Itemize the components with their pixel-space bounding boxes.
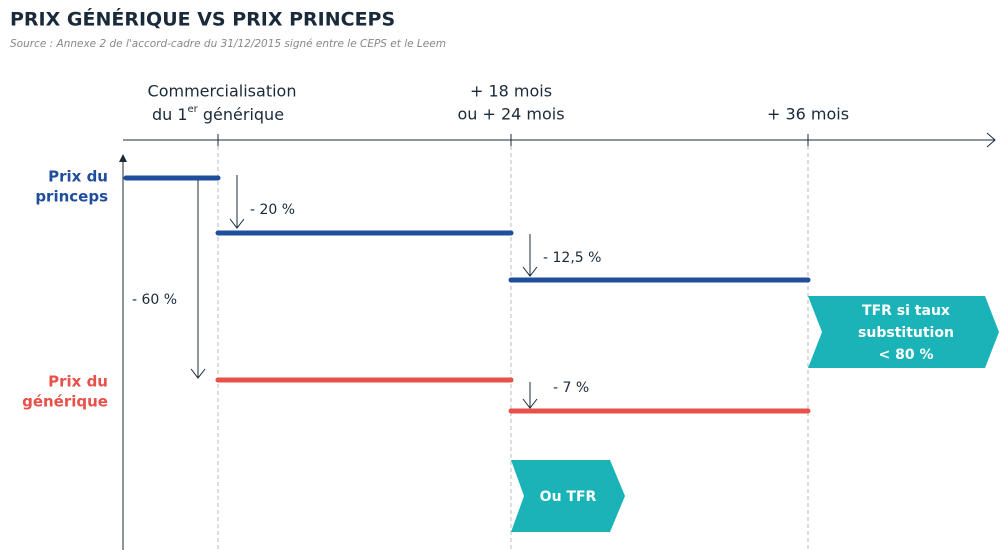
price-label: Prix du [48,373,108,391]
reduction-label: - 60 % [132,292,177,308]
price-label: princeps [35,188,108,206]
title: PRIX GÉNÉRIQUE VS PRIX PRINCEPS [10,8,395,31]
price-label: générique [22,393,108,411]
superscript: er [188,104,199,115]
milestone-label: ou + 24 mois [457,105,564,124]
text: du 1 [152,105,188,124]
axis-arrow [119,154,127,162]
source: Source : Annexe 2 de l'accord-cadre du 3… [10,38,446,50]
milestone-label: Commercialisation [148,82,297,101]
timeline-arrow [986,132,996,148]
ticks [217,134,809,146]
reduction-arrows [190,175,538,409]
milestone-label: du 1er générique [152,104,284,124]
box-label: substitution [858,325,954,341]
box-label: TFR si taux [862,303,950,319]
tfr-box [808,296,999,368]
reduction-label: - 12,5 % [543,250,601,266]
milestone-label: + 18 mois [470,82,552,101]
price-label: Prix du [48,168,108,186]
price-lines [123,175,811,414]
box-label: < 80 % [879,347,934,363]
text: générique [198,105,284,124]
box-label: Ou TFR [540,489,597,505]
milestone-label: + 36 mois [767,105,849,124]
guides [217,146,809,550]
reduction-label: - 7 % [553,380,589,396]
tfr-box [511,460,625,532]
reduction-label: - 20 % [250,202,295,218]
